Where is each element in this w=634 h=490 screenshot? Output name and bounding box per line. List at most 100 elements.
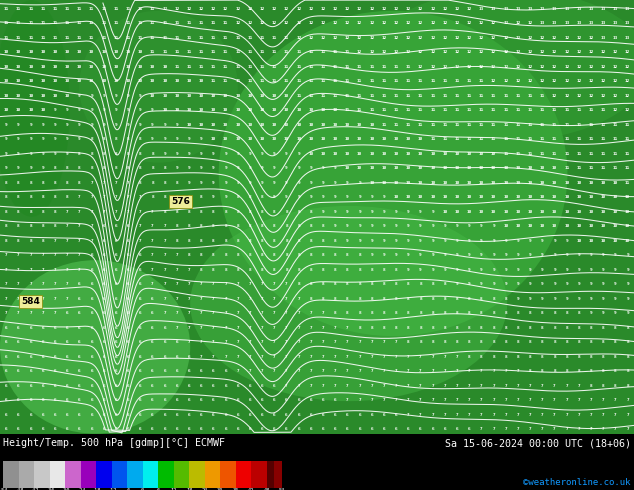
Text: 11: 11 <box>235 65 240 69</box>
Text: 11: 11 <box>394 122 399 127</box>
Text: 12: 12 <box>369 36 375 40</box>
Text: 12: 12 <box>600 50 606 54</box>
Text: 8: 8 <box>456 326 458 330</box>
Text: 9: 9 <box>529 297 531 301</box>
Text: 6: 6 <box>17 355 20 359</box>
Text: 11: 11 <box>479 79 484 83</box>
Text: 6: 6 <box>78 427 81 431</box>
Text: 8: 8 <box>309 282 312 286</box>
Text: 12: 12 <box>369 21 375 25</box>
Text: 6: 6 <box>78 355 81 359</box>
Text: 10: 10 <box>77 79 82 83</box>
Text: 12: 12 <box>418 36 423 40</box>
Text: 6: 6 <box>17 340 20 344</box>
Text: 10: 10 <box>308 108 314 112</box>
Text: 7: 7 <box>54 239 56 243</box>
Text: 7: 7 <box>505 398 507 402</box>
Text: 12: 12 <box>382 21 387 25</box>
Text: 12: 12 <box>394 50 399 54</box>
Text: 11: 11 <box>308 79 314 83</box>
Text: 11: 11 <box>491 137 496 141</box>
Text: -30: -30 <box>60 489 70 490</box>
Text: 11: 11 <box>552 152 557 156</box>
Text: 7: 7 <box>5 297 8 301</box>
Text: 11: 11 <box>406 94 411 98</box>
Text: 7: 7 <box>164 282 166 286</box>
Text: 7: 7 <box>54 311 56 315</box>
Text: 7: 7 <box>200 297 203 301</box>
Text: 7: 7 <box>200 340 203 344</box>
Text: 9: 9 <box>505 282 507 286</box>
Text: 8: 8 <box>297 239 300 243</box>
Text: 8: 8 <box>419 282 422 286</box>
Text: 6: 6 <box>103 282 105 286</box>
Text: 7: 7 <box>249 369 251 373</box>
Text: 12: 12 <box>479 50 484 54</box>
Text: 12: 12 <box>503 65 508 69</box>
Text: 7: 7 <box>164 297 166 301</box>
Text: 7: 7 <box>285 311 288 315</box>
Text: 7: 7 <box>236 340 239 344</box>
Text: 7: 7 <box>127 195 129 199</box>
Text: 6: 6 <box>309 398 312 402</box>
Text: 7: 7 <box>602 413 605 417</box>
Text: 8: 8 <box>468 326 470 330</box>
Text: 11: 11 <box>443 108 448 112</box>
Text: 13: 13 <box>564 7 569 11</box>
Text: 10: 10 <box>515 181 521 185</box>
Text: 7: 7 <box>334 369 337 373</box>
Text: 6: 6 <box>115 326 117 330</box>
Text: 6: 6 <box>358 413 361 417</box>
Text: 11: 11 <box>4 21 9 25</box>
Text: 7: 7 <box>285 297 288 301</box>
Text: 8: 8 <box>152 195 154 199</box>
Text: 9: 9 <box>152 122 154 127</box>
Bar <box>112 461 127 488</box>
Text: 6: 6 <box>90 297 93 301</box>
Text: 7: 7 <box>273 297 276 301</box>
Text: 7: 7 <box>529 384 531 388</box>
Text: 9: 9 <box>358 195 361 199</box>
Text: 9: 9 <box>578 297 580 301</box>
Text: 12: 12 <box>333 36 338 40</box>
Text: 7: 7 <box>261 355 264 359</box>
Text: 9: 9 <box>346 195 349 199</box>
Text: 7: 7 <box>164 253 166 257</box>
Text: 9: 9 <box>176 152 178 156</box>
Text: 7: 7 <box>115 195 117 199</box>
Text: 9: 9 <box>346 181 349 185</box>
Text: 10: 10 <box>235 137 240 141</box>
Text: 7: 7 <box>370 340 373 344</box>
Text: 7: 7 <box>431 369 434 373</box>
Text: 11: 11 <box>443 122 448 127</box>
Text: 9: 9 <box>419 239 422 243</box>
Text: 8: 8 <box>78 166 81 170</box>
Text: 13: 13 <box>503 7 508 11</box>
Text: 11: 11 <box>625 122 630 127</box>
Text: 9: 9 <box>553 239 556 243</box>
Text: 10: 10 <box>369 152 375 156</box>
Text: 11: 11 <box>479 94 484 98</box>
Text: 7: 7 <box>17 253 20 257</box>
Text: 13: 13 <box>540 7 545 11</box>
Text: 8: 8 <box>17 239 20 243</box>
Text: 6: 6 <box>54 369 56 373</box>
Text: 7: 7 <box>212 311 215 315</box>
Text: 10: 10 <box>443 152 448 156</box>
Text: 10: 10 <box>41 50 46 54</box>
Text: 7: 7 <box>468 413 470 417</box>
Text: 9: 9 <box>590 268 592 272</box>
Text: 6: 6 <box>236 398 239 402</box>
Text: 9: 9 <box>236 152 239 156</box>
Text: 9: 9 <box>480 224 482 228</box>
Text: 13: 13 <box>540 21 545 25</box>
Text: 11: 11 <box>515 152 521 156</box>
Text: 8: 8 <box>249 253 251 257</box>
Text: 9: 9 <box>541 268 544 272</box>
Text: 6: 6 <box>322 398 325 402</box>
Text: 6: 6 <box>103 398 105 402</box>
Text: 9: 9 <box>5 166 8 170</box>
Text: ©weatheronline.co.uk: ©weatheronline.co.uk <box>523 478 631 487</box>
Text: 10: 10 <box>564 224 569 228</box>
Text: 11: 11 <box>296 79 301 83</box>
